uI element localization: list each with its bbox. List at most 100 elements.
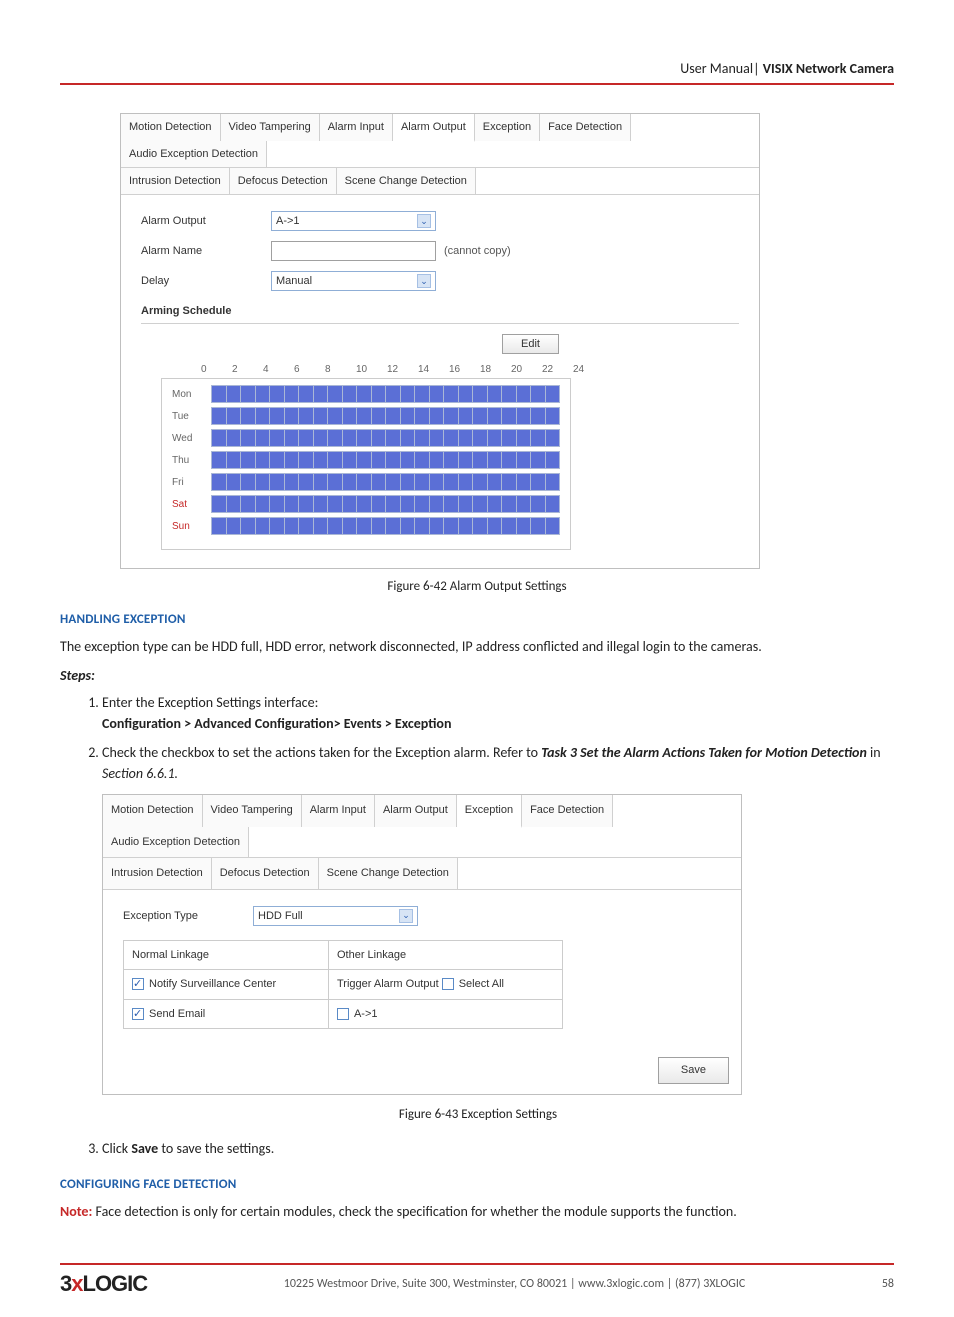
schedule-cell[interactable]: [226, 451, 242, 469]
schedule-cell[interactable]: [400, 385, 416, 403]
schedule-cell[interactable]: [443, 473, 459, 491]
schedule-cell[interactable]: [371, 385, 387, 403]
schedule-cell[interactable]: [342, 495, 358, 513]
schedule-cell[interactable]: [356, 385, 372, 403]
schedule-cell[interactable]: [356, 451, 372, 469]
schedule-cell[interactable]: [443, 517, 459, 535]
schedule-cell[interactable]: [385, 517, 401, 535]
schedule-cell[interactable]: [211, 473, 227, 491]
schedule-cell[interactable]: [429, 429, 445, 447]
schedule-cell[interactable]: [414, 385, 430, 403]
schedule-cell[interactable]: [313, 473, 329, 491]
schedule-cell[interactable]: [501, 385, 517, 403]
schedule-cell[interactable]: [400, 495, 416, 513]
schedule-cell[interactable]: [400, 451, 416, 469]
schedule-cell[interactable]: [226, 407, 242, 425]
schedule-cell[interactable]: [342, 451, 358, 469]
schedule-cell[interactable]: [545, 517, 561, 535]
schedule-cell[interactable]: [298, 385, 314, 403]
schedule-cell[interactable]: [313, 495, 329, 513]
schedule-cell[interactable]: [545, 385, 561, 403]
schedule-cell[interactable]: [342, 385, 358, 403]
schedule-cell[interactable]: [429, 495, 445, 513]
schedule-cell[interactable]: [385, 385, 401, 403]
schedule-cell[interactable]: [385, 495, 401, 513]
schedule-cell[interactable]: [487, 385, 503, 403]
schedule-cell[interactable]: [501, 473, 517, 491]
schedule-cell[interactable]: [458, 451, 474, 469]
schedule-cell[interactable]: [255, 429, 271, 447]
schedule-cell[interactable]: [487, 517, 503, 535]
schedule-cell[interactable]: [226, 473, 242, 491]
schedule-cell[interactable]: [516, 517, 532, 535]
tab-face-detection[interactable]: Face Detection: [522, 795, 613, 827]
tab-intrusion-detection[interactable]: Intrusion Detection: [103, 858, 212, 889]
schedule-cell[interactable]: [313, 385, 329, 403]
schedule-cell[interactable]: [545, 495, 561, 513]
schedule-cell[interactable]: [284, 385, 300, 403]
a1-checkbox[interactable]: [337, 1008, 349, 1020]
schedule-cell[interactable]: [284, 451, 300, 469]
schedule-cell[interactable]: [487, 473, 503, 491]
tab-face-detection[interactable]: Face Detection: [540, 114, 631, 141]
schedule-cell[interactable]: [269, 473, 285, 491]
schedule-cell[interactable]: [530, 517, 546, 535]
schedule-cell[interactable]: [414, 473, 430, 491]
schedule-cell[interactable]: [269, 429, 285, 447]
schedule-cell[interactable]: [545, 429, 561, 447]
schedule-cell[interactable]: [530, 407, 546, 425]
schedule-cell[interactable]: [443, 495, 459, 513]
send-email-checkbox[interactable]: [132, 1008, 144, 1020]
schedule-cell[interactable]: [487, 451, 503, 469]
schedule-cell[interactable]: [211, 385, 227, 403]
schedule-cell[interactable]: [240, 385, 256, 403]
schedule-cell[interactable]: [458, 473, 474, 491]
schedule-cell[interactable]: [472, 429, 488, 447]
schedule-cell[interactable]: [342, 407, 358, 425]
schedule-cell[interactable]: [472, 517, 488, 535]
save-button[interactable]: Save: [658, 1057, 729, 1084]
schedule-cell[interactable]: [211, 495, 227, 513]
tab-alarm-input[interactable]: Alarm Input: [302, 795, 375, 827]
schedule-cell[interactable]: [240, 429, 256, 447]
schedule-cell[interactable]: [298, 429, 314, 447]
schedule-cell[interactable]: [371, 495, 387, 513]
schedule-cell[interactable]: [269, 451, 285, 469]
notify-checkbox[interactable]: [132, 978, 144, 990]
schedule-cell[interactable]: [472, 385, 488, 403]
schedule-cell[interactable]: [255, 517, 271, 535]
schedule-cell[interactable]: [516, 451, 532, 469]
schedule-cell[interactable]: [501, 495, 517, 513]
schedule-cell[interactable]: [255, 473, 271, 491]
schedule-cell[interactable]: [545, 407, 561, 425]
schedule-cell[interactable]: [342, 429, 358, 447]
schedule-cell[interactable]: [226, 517, 242, 535]
alarm-name-input[interactable]: [271, 241, 436, 261]
tab-video-tampering[interactable]: Video Tampering: [203, 795, 302, 827]
schedule-cell[interactable]: [313, 429, 329, 447]
schedule-cell[interactable]: [240, 407, 256, 425]
schedule-cell[interactable]: [313, 451, 329, 469]
schedule-cell[interactable]: [226, 429, 242, 447]
schedule-cell[interactable]: [414, 429, 430, 447]
schedule-cell[interactable]: [255, 451, 271, 469]
schedule-cell[interactable]: [298, 451, 314, 469]
schedule-cell[interactable]: [327, 451, 343, 469]
schedule-cell[interactable]: [342, 517, 358, 535]
schedule-cell[interactable]: [516, 495, 532, 513]
schedule-cell[interactable]: [284, 429, 300, 447]
schedule-cell[interactable]: [356, 429, 372, 447]
schedule-cell[interactable]: [458, 385, 474, 403]
schedule-cell[interactable]: [371, 407, 387, 425]
schedule-cell[interactable]: [530, 451, 546, 469]
schedule-cell[interactable]: [530, 385, 546, 403]
schedule-cell[interactable]: [443, 407, 459, 425]
schedule-cell[interactable]: [501, 451, 517, 469]
tab-audio-exception-detection[interactable]: Audio Exception Detection: [121, 141, 267, 167]
tab-scene-change-detection[interactable]: Scene Change Detection: [319, 858, 458, 889]
schedule-cell[interactable]: [211, 407, 227, 425]
schedule-cell[interactable]: [211, 451, 227, 469]
schedule-cell[interactable]: [240, 495, 256, 513]
schedule-cell[interactable]: [211, 429, 227, 447]
schedule-cell[interactable]: [385, 407, 401, 425]
